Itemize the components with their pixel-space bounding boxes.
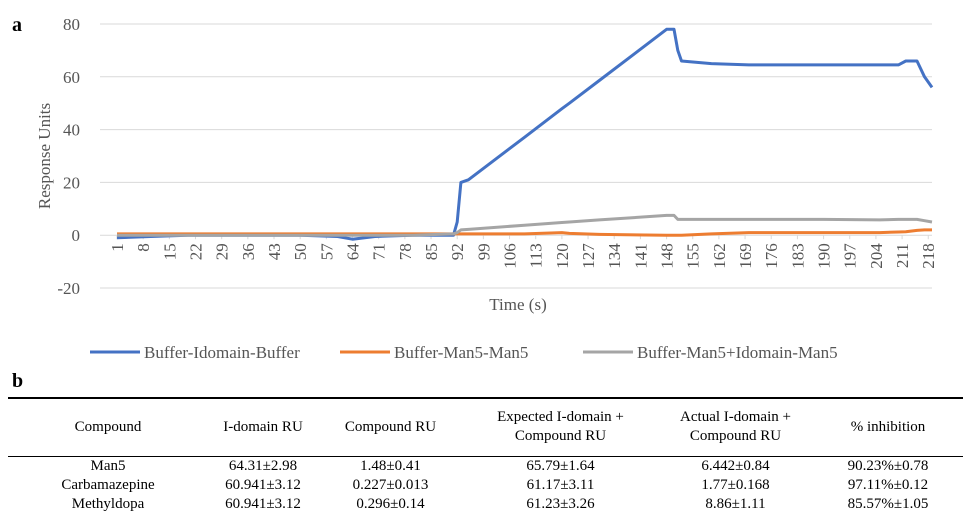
table-row: Methyldopa 60.941±3.12 0.296±0.14 61.23±3.2…	[8, 495, 963, 514]
table-cell: 0.296±0.14	[356, 495, 425, 512]
table-row: Man5 64.31±2.98 1.48±0.41 65.79±1.64 6.442±0…	[8, 456, 963, 476]
table-cell: Carbamazepine	[61, 476, 155, 493]
table-cell: 90.23%±0.78	[847, 457, 929, 474]
x-tick-label: 134	[605, 243, 624, 269]
x-tick-label: 169	[736, 243, 755, 269]
header-cell: I-domain RU	[223, 418, 303, 435]
x-tick-label: 141	[631, 243, 650, 269]
x-tick-label: 92	[448, 243, 467, 260]
header-cell: Compound RU	[344, 418, 437, 435]
x-tick-label: 99	[474, 243, 493, 260]
x-tick-label: 113	[527, 243, 546, 268]
table-cell: 1.48±0.41	[360, 457, 421, 474]
table-body: Man5 64.31±2.98 1.48±0.41 65.79±1.64 6.442±0…	[8, 456, 963, 514]
table-cell: Man5	[90, 457, 126, 474]
x-tick-label: 71	[370, 243, 389, 260]
line-series	[116, 27, 934, 241]
x-tick-label: 50	[291, 243, 310, 260]
x-tick-label: 120	[553, 243, 572, 269]
table-row: Carbamazepine 60.941±3.12 0.227±0.013 61.17…	[8, 476, 963, 495]
header-cell: Compound	[74, 418, 142, 435]
x-tick-label: 64	[344, 243, 363, 261]
x-tick-label: 148	[658, 243, 677, 269]
x-tick-label: 218	[919, 243, 938, 269]
x-tick-label: 197	[841, 243, 860, 269]
y-tick-label: 60	[63, 68, 80, 87]
x-tick-label: 211	[893, 243, 912, 268]
table-cell: Methyldopa	[71, 495, 145, 512]
x-tick-label: 57	[317, 243, 336, 261]
x-tick-label: 29	[213, 243, 232, 260]
y-tick-label: 0	[72, 226, 81, 245]
header-cell: Actual I-domain + Compound RU	[680, 409, 791, 445]
x-tick-label: 106	[501, 243, 520, 269]
table-cell: 60.941±3.12	[225, 476, 301, 493]
x-tick-label: 162	[710, 243, 729, 269]
header-row: Compound I-domain RU Compound RU Expected I…	[8, 398, 963, 456]
line-series	[117, 213, 933, 237]
table-cell: 1.77±0.168	[701, 476, 770, 493]
table-cell: 85.57%±1.05	[847, 495, 929, 512]
y-tick-label: 40	[63, 121, 80, 140]
x-tick-label: 155	[684, 243, 703, 269]
x-tick-label: 183	[788, 243, 807, 269]
legend-label: Buffer-Man5+Idomain-Man5	[637, 343, 838, 362]
header-cell: Expected I-domain + Compound RU	[497, 409, 624, 445]
table-cell: 8.86±1.11	[705, 495, 766, 512]
table-cell: 6.442±0.84	[701, 457, 770, 474]
table-cell: 65.79±1.64	[526, 457, 595, 474]
x-tick-label: 190	[815, 243, 834, 269]
table-cell: 64.31±2.98	[228, 457, 298, 474]
table-cell: 61.23±3.26	[526, 495, 595, 512]
table-cell: 0.227±0.013	[352, 476, 429, 493]
x-tick-label: 176	[762, 243, 781, 269]
x-axis-title: Time (s)	[489, 295, 546, 314]
y-tick-label: 80	[63, 15, 80, 34]
x-tick-label: 204	[867, 243, 886, 269]
x-tick-label: 8	[134, 243, 153, 252]
y-tick-label: 20	[63, 173, 80, 192]
legend-label: Buffer-Idomain-Buffer	[144, 343, 300, 362]
table: Compound I-domain RU Compound RU Expected I…	[8, 397, 963, 514]
x-tick-label: 1	[108, 243, 127, 252]
x-tick-label: 22	[187, 243, 206, 260]
x-tick-label: 15	[160, 243, 179, 260]
y-tick-label: -20	[57, 279, 80, 298]
x-tick-label: 78	[396, 243, 415, 260]
x-tick-label: 36	[239, 243, 258, 260]
chart: -20 0 20 40 60 80 1 8 15 22 29 36 43 50 57 64 71 78 85 92 99…	[35, 15, 938, 362]
legend-label: Buffer-Man5-Man5	[394, 343, 528, 362]
panel-label: b	[12, 370, 24, 392]
panel-label: a	[12, 14, 22, 36]
table-cell: 97.11%±0.12	[847, 476, 929, 493]
table-cell: 61.17±3.11	[526, 476, 595, 493]
table-cell: 60.941±3.12	[225, 495, 301, 512]
x-tick-label: 85	[422, 243, 441, 260]
x-tick-label: 127	[579, 243, 598, 269]
x-tick-label: 43	[265, 243, 284, 260]
y-axis-title: Response Units	[35, 103, 54, 209]
header-cell: % inhibition	[850, 418, 926, 435]
